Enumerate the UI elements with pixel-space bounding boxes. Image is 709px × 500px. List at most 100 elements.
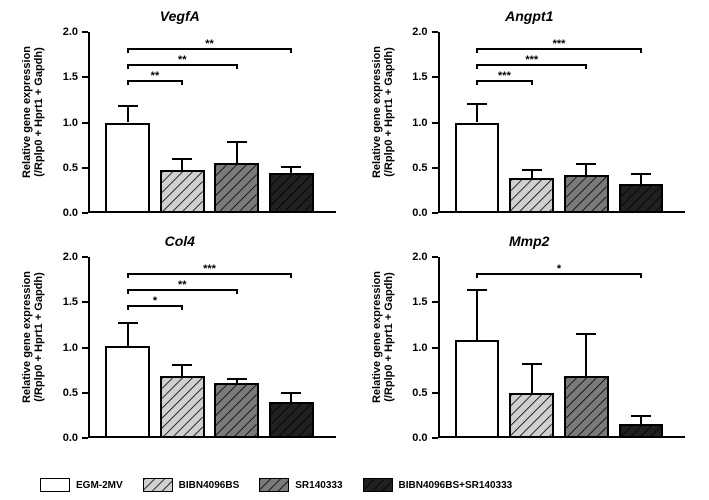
error-cap (281, 392, 301, 394)
bar-both (269, 402, 314, 438)
bar-both (269, 173, 314, 213)
y-tick-label: 1.0 (63, 342, 88, 354)
sig-label: *** (525, 54, 538, 66)
legend-item-both: BIBN4096BS+SR140333 (363, 478, 513, 492)
sig-bracket-tick (585, 64, 587, 69)
sig-bracket-tick (476, 80, 478, 85)
panel-title: Angpt1 (370, 8, 690, 24)
bar-egm2mv (105, 346, 150, 438)
bar-hatch (511, 395, 552, 436)
error-bar (127, 323, 129, 346)
legend-swatch (143, 478, 173, 492)
bar-both (619, 424, 664, 438)
sig-label: ** (151, 70, 160, 82)
error-cap (467, 289, 487, 291)
error-bar (476, 290, 478, 340)
error-cap (227, 141, 247, 143)
sig-bracket-tick (127, 273, 129, 278)
y-tick-label: 1.5 (412, 296, 437, 308)
figure-root: VegfA Relative gene expression(/Rplp0 + H… (0, 0, 709, 500)
y-tick-label: 1.0 (63, 117, 88, 129)
bar-hatch (271, 175, 312, 211)
legend-swatch (40, 478, 70, 492)
error-cap (631, 415, 651, 417)
error-cap (118, 322, 138, 324)
error-cap (172, 364, 192, 366)
bar-hatch (566, 177, 607, 211)
y-tick-label: 0.5 (63, 387, 88, 399)
bar-bibn (160, 170, 205, 213)
bar-egm2mv (455, 340, 500, 438)
error-bar (181, 365, 183, 376)
bar-hatch (511, 180, 552, 211)
error-bar (290, 393, 292, 402)
bar-bibn (509, 393, 554, 438)
y-tick-label: 1.0 (412, 342, 437, 354)
error-cap (118, 105, 138, 107)
legend-swatch-hatch (260, 479, 288, 491)
error-bar (640, 416, 642, 423)
legend-item-sr: SR140333 (259, 478, 342, 492)
legend-item-bibn: BIBN4096BS (143, 478, 240, 492)
y-tick-label: 0.0 (63, 432, 88, 444)
plot-area: 0.00.51.01.52.0********* (438, 32, 686, 213)
error-cap (631, 173, 651, 175)
sig-bracket-tick (640, 48, 642, 53)
bar-hatch (566, 378, 607, 436)
y-axis-line (438, 257, 440, 438)
sig-label: ** (205, 38, 214, 50)
bar-sr (214, 383, 259, 438)
y-tick-label: 1.5 (412, 71, 437, 83)
error-cap (576, 333, 596, 335)
y-tick-label: 2.0 (412, 26, 437, 38)
sig-bracket-tick (181, 305, 183, 310)
sig-label: *** (203, 263, 216, 275)
sig-label: *** (553, 38, 566, 50)
bar-hatch (621, 186, 662, 211)
legend-label: EGM-2MV (76, 480, 123, 491)
error-bar (127, 106, 129, 122)
bar-bibn (509, 178, 554, 213)
plot-area: 0.00.51.01.52.0* (438, 257, 686, 438)
error-bar (585, 334, 587, 376)
y-axis-line (88, 257, 90, 438)
bar-bibn (160, 376, 205, 438)
panel-title: VegfA (20, 8, 340, 24)
sig-bracket-tick (127, 64, 129, 69)
y-axis-line (88, 32, 90, 213)
plot-area: 0.00.51.01.52.0****** (88, 257, 336, 438)
panel-col4: Col4Relative gene expression(/Rplp0 + Hp… (20, 233, 340, 440)
y-tick-label: 2.0 (63, 26, 88, 38)
y-tick-label: 0.0 (412, 432, 437, 444)
bar-egm2mv (455, 123, 500, 214)
sig-label: * (153, 295, 157, 307)
y-tick-label: 0.5 (412, 387, 437, 399)
sig-bracket-tick (476, 273, 478, 278)
error-cap (172, 158, 192, 160)
bar-sr (564, 376, 609, 438)
y-tick-label: 1.0 (412, 117, 437, 129)
ylabel-line2: (/Rplp0 + Hprt1 + Gapdh) (383, 47, 395, 177)
bar-hatch (216, 165, 257, 211)
sig-label: ** (178, 54, 187, 66)
error-cap (227, 378, 247, 380)
sig-bracket-tick (181, 80, 183, 85)
sig-label: *** (498, 70, 511, 82)
sig-label: * (557, 263, 561, 275)
plot-area: 0.00.51.01.52.0****** (88, 32, 336, 213)
y-axis-label: Relative gene expression(/Rplp0 + Hprt1 … (21, 270, 45, 402)
ylabel-line2: (/Rplp0 + Hprt1 + Gapdh) (383, 272, 395, 402)
ylabel-line2: (/Rplp0 + Hprt1 + Gapdh) (33, 47, 45, 177)
bar-hatch (216, 385, 257, 436)
error-cap (522, 169, 542, 171)
error-bar (181, 159, 183, 170)
error-cap (576, 163, 596, 165)
error-cap (522, 363, 542, 365)
panel-vegfa: VegfA Relative gene expression(/Rplp0 + H… (20, 8, 340, 215)
sig-bracket-tick (531, 80, 533, 85)
sig-bracket-tick (236, 289, 238, 294)
y-tick-label: 1.5 (63, 296, 88, 308)
y-tick-label: 1.5 (63, 71, 88, 83)
sig-bracket-tick (127, 48, 129, 53)
y-axis-label: Relative gene expression(/Rplp0 + Hprt1 … (21, 45, 45, 177)
